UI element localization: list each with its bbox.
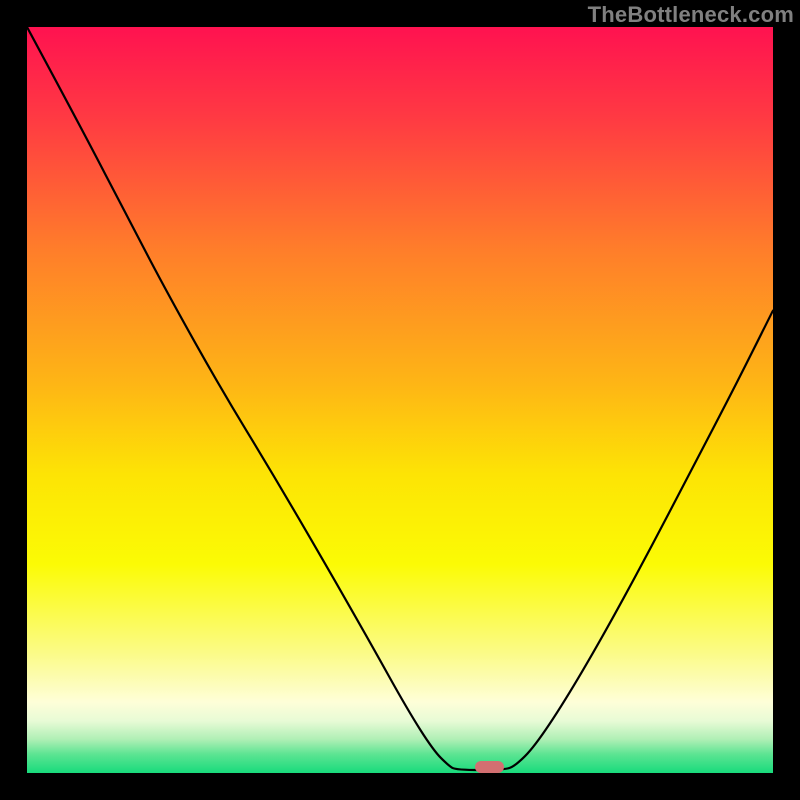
optimum-marker	[475, 761, 505, 773]
curve-path	[27, 27, 773, 770]
plot-area	[27, 27, 773, 773]
bottleneck-curve	[27, 27, 773, 773]
watermark-text: TheBottleneck.com	[588, 2, 794, 28]
chart-canvas: TheBottleneck.com	[0, 0, 800, 800]
